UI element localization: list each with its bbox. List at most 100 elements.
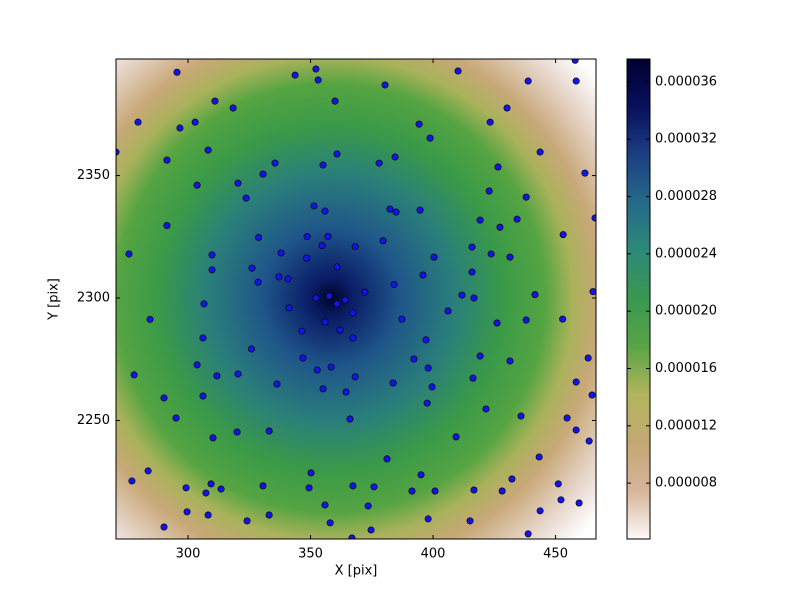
point xyxy=(163,156,171,164)
point xyxy=(416,206,424,214)
point xyxy=(524,530,532,538)
point xyxy=(423,399,431,407)
point xyxy=(208,251,216,259)
point xyxy=(247,345,255,353)
point xyxy=(259,482,267,490)
point xyxy=(522,316,530,324)
point xyxy=(291,71,299,79)
point xyxy=(454,67,462,75)
point xyxy=(498,487,506,495)
colorbar-tick-label: 0.000036 xyxy=(655,74,717,89)
point xyxy=(398,315,406,323)
heatmap xyxy=(116,59,596,539)
point xyxy=(415,120,423,128)
point xyxy=(199,392,207,400)
point xyxy=(128,477,136,485)
point xyxy=(522,193,530,201)
point xyxy=(254,278,262,286)
point xyxy=(554,480,562,488)
point xyxy=(331,97,339,105)
point xyxy=(563,414,571,422)
point xyxy=(173,68,181,76)
point xyxy=(428,383,436,391)
point xyxy=(417,471,425,479)
point xyxy=(191,118,199,126)
point xyxy=(496,223,504,231)
point xyxy=(430,253,438,261)
point xyxy=(242,194,250,202)
point xyxy=(255,234,263,242)
point xyxy=(571,59,579,64)
point xyxy=(559,315,567,323)
colorbar-tick-label: 0.000020 xyxy=(655,304,717,319)
point xyxy=(424,515,432,523)
point xyxy=(410,355,418,363)
point xyxy=(494,163,502,171)
point xyxy=(312,294,320,302)
point xyxy=(182,484,190,492)
point xyxy=(233,428,241,436)
point xyxy=(321,501,329,509)
point xyxy=(351,373,359,381)
point xyxy=(285,304,293,312)
point xyxy=(333,263,341,271)
point xyxy=(408,487,416,495)
y-tick-label: 2350 xyxy=(77,168,110,183)
point xyxy=(383,455,391,463)
point xyxy=(517,412,525,420)
point xyxy=(349,482,357,490)
plot-frame xyxy=(115,58,597,540)
point xyxy=(319,385,327,393)
point xyxy=(468,243,476,251)
point xyxy=(367,526,375,534)
point xyxy=(452,433,460,441)
point xyxy=(217,485,225,493)
point xyxy=(172,414,180,422)
point xyxy=(584,354,592,362)
point xyxy=(476,216,484,224)
point xyxy=(259,170,267,178)
point xyxy=(588,391,596,399)
point xyxy=(163,222,171,230)
point xyxy=(277,249,285,257)
point xyxy=(160,394,168,402)
point xyxy=(470,294,478,302)
point xyxy=(307,469,315,477)
point xyxy=(314,76,322,84)
point xyxy=(389,379,397,387)
point xyxy=(468,268,476,276)
point xyxy=(312,65,320,73)
point xyxy=(349,334,357,342)
point xyxy=(503,104,511,112)
point xyxy=(426,134,434,142)
point xyxy=(303,233,311,241)
point xyxy=(351,243,359,251)
point xyxy=(469,374,477,382)
point xyxy=(326,519,334,527)
point xyxy=(361,288,369,296)
point xyxy=(572,77,580,85)
point xyxy=(524,77,532,85)
point xyxy=(381,81,389,89)
colorbar-tick-label: 0.000024 xyxy=(655,246,717,261)
point xyxy=(424,364,432,372)
point xyxy=(199,334,207,342)
point xyxy=(321,318,329,326)
point xyxy=(324,233,332,241)
point xyxy=(470,486,478,494)
point xyxy=(466,517,474,525)
point xyxy=(234,370,242,378)
point xyxy=(183,508,191,516)
point xyxy=(284,275,292,283)
point xyxy=(303,254,311,262)
point xyxy=(444,307,452,315)
point xyxy=(298,327,306,335)
point xyxy=(346,415,354,423)
point xyxy=(305,484,313,492)
y-tick-label: 2300 xyxy=(77,291,110,306)
point xyxy=(130,371,138,379)
point xyxy=(160,523,168,531)
point xyxy=(336,326,344,334)
point xyxy=(321,207,329,215)
